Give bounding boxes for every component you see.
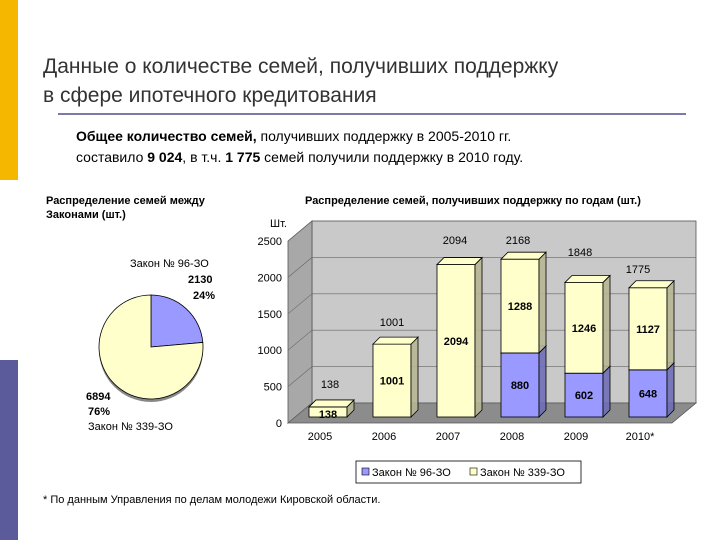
- bar-law-339-2008: [500, 258, 540, 354]
- total-label-2008: 2168: [506, 235, 530, 247]
- x-tick-label: 2007: [436, 431, 460, 443]
- plot-side-wall: [287, 220, 313, 424]
- summary-line2-a: составило: [76, 149, 148, 165]
- bar-law-339-2005-shade: [347, 399, 354, 417]
- footnote: * По данным Управления по делам молодежи…: [43, 494, 381, 506]
- total-label-2005: 138: [321, 379, 339, 391]
- summary-text: Общее количество семей, получивших подде…: [76, 126, 696, 168]
- bar-law-339-2006-top: [372, 336, 419, 345]
- summary-total: 9 024: [147, 149, 183, 165]
- bar-law-339-2010*: [628, 287, 668, 371]
- gridline-side: [287, 402, 313, 424]
- x-tick-label: 2009: [564, 431, 588, 443]
- accent-bar-top: [0, 0, 18, 180]
- data-label-law-96: 880: [511, 380, 529, 392]
- legend-label-law-339: Закон № 339-ЗО: [480, 467, 565, 479]
- x-tick-label: 2005: [308, 431, 332, 443]
- summary-line2-b: , в т.ч.: [182, 149, 226, 165]
- bar-law-339-2006-shade: [411, 337, 418, 417]
- summary-2010-count: 1 775: [225, 149, 261, 165]
- data-label-law-339: 1127: [636, 324, 660, 336]
- legend-swatch-law-96: [361, 467, 370, 476]
- data-label-law-339: 1288: [508, 301, 532, 313]
- data-label-law-339: 138: [319, 409, 337, 421]
- gridline-side: [287, 366, 313, 387]
- bar-law-339-2007-top: [436, 257, 483, 265]
- bar-law-96-2009: [564, 372, 604, 418]
- x-tick-label: 2010*: [626, 431, 655, 443]
- gridline-side: [287, 329, 313, 351]
- total-label-2006: 1001: [380, 317, 404, 329]
- bar-law-339-2006: [372, 343, 412, 418]
- page-title-line2: в сфере ипотечного кредитования: [43, 84, 377, 107]
- legend-box: [355, 460, 582, 484]
- total-label-2010*: 1775: [626, 264, 650, 276]
- y-tick-label: 1500: [258, 309, 282, 321]
- total-label-2007: 2094: [443, 235, 467, 247]
- summary-line2-c: семей получили поддержку в 2010 году.: [260, 149, 524, 165]
- title-divider: [58, 113, 686, 115]
- pie-chart-title: Распределение семей между Законами (шт.): [46, 195, 205, 221]
- bar-law-339-2009-shade: [603, 275, 610, 374]
- gridline-side: [287, 257, 313, 278]
- bar-law-339-2007-shade: [475, 257, 482, 417]
- bar-law-339-2007: [436, 264, 476, 418]
- y-tick-label: 1000: [258, 345, 282, 357]
- bar-law-339-2009-top: [564, 275, 611, 283]
- x-tick-label: 2008: [500, 431, 524, 443]
- data-label-law-339: 1246: [572, 323, 596, 335]
- bar-law-339-2008-top: [500, 251, 547, 260]
- accent-bar-bottom: [0, 360, 18, 540]
- data-label-law-96: 648: [639, 388, 657, 400]
- page-title: Данные о количестве семей, получивших по…: [43, 52, 683, 110]
- data-label-law-96: 602: [575, 390, 593, 402]
- bar-law-339-2005-top: [308, 399, 355, 408]
- summary-bold: Общее количество семей,: [76, 128, 257, 144]
- bar-chart-title: Распределение семей, получивших поддержк…: [305, 195, 641, 207]
- bar-law-339-2008-shade: [539, 252, 546, 353]
- legend-label-law-96: Закон № 96-ЗО: [372, 467, 451, 479]
- x-tick-label: 2006: [372, 431, 396, 443]
- y-tick-label: 2500: [258, 236, 282, 248]
- accent-bar-middle: [0, 180, 18, 360]
- legend-swatch-law-339: [469, 467, 478, 476]
- bar-law-339-2010*-top: [628, 280, 675, 289]
- bar-law-96-2008-shade: [539, 345, 546, 417]
- data-label-law-339: 1001: [380, 376, 404, 388]
- page-title-line1: Данные о количестве семей, получивших по…: [43, 55, 559, 78]
- bar-law-339-2010*-shade: [667, 280, 674, 370]
- bar-law-96-2010*: [628, 369, 668, 418]
- y-tick-label: 500: [264, 382, 282, 394]
- summary-line1-rest: получивших поддержку в 2005-2010 гг.: [256, 128, 512, 144]
- y-tick-label: 2000: [258, 272, 282, 284]
- legend: Закон № 96-ЗО Закон № 339-ЗО: [355, 460, 582, 484]
- bar-law-96-2009-shade: [603, 366, 610, 417]
- bar-law-96-2010*-shade: [667, 362, 674, 417]
- bar-law-339-2009: [564, 282, 604, 374]
- y-tick-label: 0: [276, 418, 282, 430]
- data-label-law-339: 2094: [444, 336, 469, 348]
- gridline-side: [287, 220, 313, 242]
- gridline-side: [287, 293, 313, 315]
- y-axis-label: Шт.: [270, 218, 287, 230]
- total-label-2009: 1848: [568, 247, 592, 259]
- bar-law-96-2008: [500, 352, 540, 418]
